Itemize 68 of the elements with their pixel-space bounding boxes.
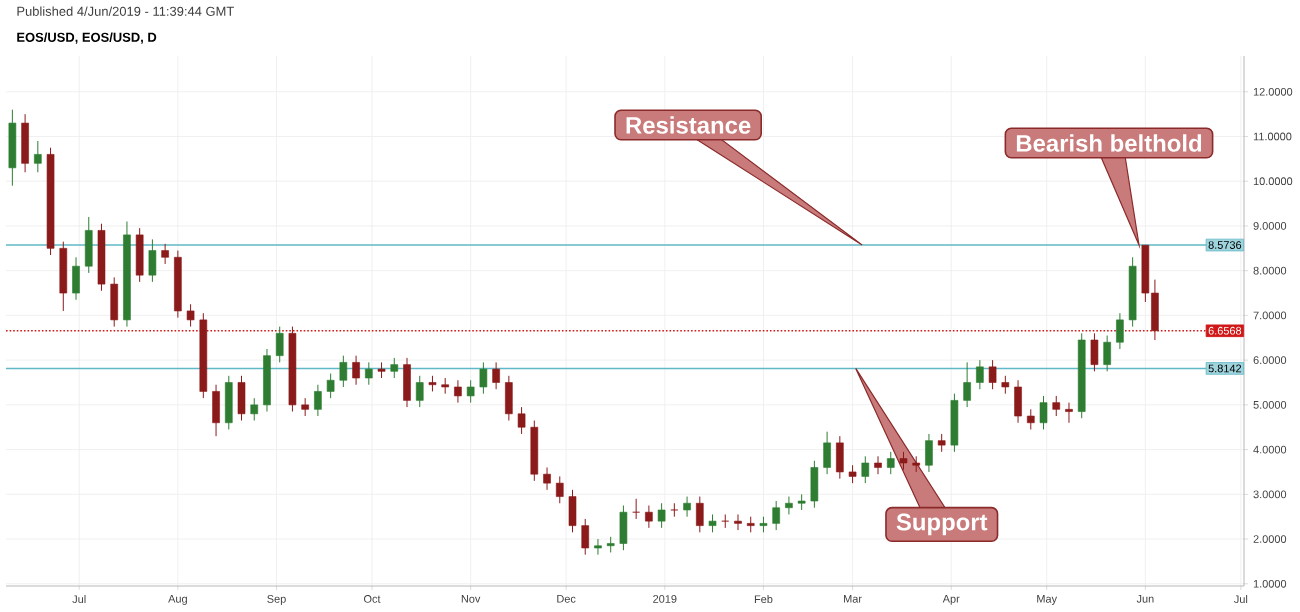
candlestick (161, 243, 169, 265)
candlestick (581, 518, 590, 556)
candlestick (543, 466, 551, 491)
candlestick (950, 393, 959, 453)
candlestick (772, 500, 780, 531)
candlestick (390, 357, 399, 379)
candlestick (683, 496, 691, 518)
candlestick (1116, 312, 1124, 350)
candlestick (594, 538, 602, 556)
candlestick (250, 397, 259, 422)
candlestick (135, 227, 144, 283)
candlestick (148, 238, 157, 283)
candlestick (874, 455, 882, 475)
candlestick (645, 504, 653, 529)
candlestick (670, 502, 679, 518)
candlestick (275, 326, 284, 363)
candlestick (59, 241, 68, 312)
annotation: Bearish belthold (1016, 134, 1202, 152)
candlestick (886, 451, 895, 475)
candlestick (555, 475, 564, 504)
candlestick (72, 256, 80, 301)
candlestick (530, 420, 539, 482)
candlestick (1065, 402, 1073, 424)
candlestick (186, 303, 195, 328)
annotation: Support (896, 513, 988, 536)
candlestick (785, 496, 793, 515)
candlestick (976, 359, 984, 390)
candlestick (568, 489, 577, 533)
candlestick (619, 504, 628, 551)
candlestick (696, 496, 704, 533)
candlestick (505, 375, 513, 422)
candlestick (415, 375, 424, 408)
candlestick (1026, 408, 1035, 430)
candlestick (212, 384, 220, 437)
candlestick (810, 460, 819, 509)
candlestick (1014, 379, 1022, 424)
candlestick (517, 406, 526, 435)
candlestick (365, 361, 373, 386)
candlestick (84, 216, 93, 274)
candlestick (34, 140, 42, 173)
candlestick (326, 373, 335, 399)
candlestick (925, 433, 933, 473)
candlestick (479, 361, 488, 395)
candlestick (963, 361, 971, 408)
candlestick (339, 355, 348, 388)
candlestick (314, 384, 322, 417)
candlestick (224, 375, 233, 430)
candlestick (466, 379, 475, 404)
candlestick (734, 513, 742, 531)
candlestick (1103, 335, 1111, 372)
candlestick (823, 431, 831, 475)
candlestick (1090, 332, 1099, 372)
candlestick (492, 361, 500, 390)
candlestick (721, 513, 730, 529)
candlestick (403, 357, 411, 408)
candlestick (988, 359, 997, 390)
candlestick (454, 379, 462, 404)
candlestick (861, 455, 870, 484)
annotation: Resistance (626, 116, 751, 134)
candlestick (1052, 395, 1061, 417)
candlestick (237, 375, 246, 422)
candlestick (8, 109, 17, 187)
candlestick (1039, 395, 1048, 430)
candlestick (21, 113, 29, 173)
candlestick (836, 435, 844, 480)
candlestick (352, 355, 360, 386)
candlestick (110, 276, 119, 328)
candlestick (657, 502, 666, 529)
